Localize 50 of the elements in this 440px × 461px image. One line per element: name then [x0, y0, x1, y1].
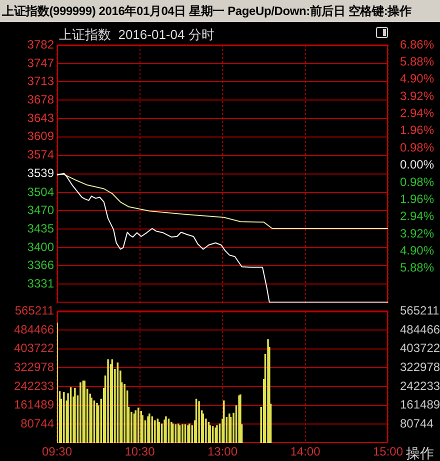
y-tick-label: 484466: [14, 322, 54, 336]
y2-tick-label: 0.98%: [400, 174, 434, 189]
y-tick-label: 3574: [27, 148, 54, 162]
y2-tick-label: 2.94%: [400, 106, 434, 120]
y2-tick-label: 4.90%: [400, 244, 434, 258]
y2-tick-label: 1.96%: [400, 192, 434, 206]
text: 操作: [406, 445, 434, 461]
y-tick-label: 3678: [27, 92, 54, 106]
y-tick-label: 3782: [27, 37, 54, 52]
y-tick-label: 242233: [14, 378, 54, 393]
y2-tick-label: 161489: [400, 398, 440, 412]
y2-tick-label: 0.98%: [400, 140, 434, 154]
y2-tick-label: 5.88%: [400, 54, 434, 68]
y-tick-label: 3539: [27, 166, 54, 180]
y-tick-label: 565211: [14, 304, 54, 318]
y-tick-label: 161489: [14, 398, 54, 412]
y2-tick-label: 484466: [400, 322, 440, 336]
y2-tick-label: 403722: [400, 341, 440, 356]
x-tick-label: 10:30: [124, 444, 156, 459]
y2-tick-label: 3.92%: [400, 226, 434, 240]
y-tick-label: 80744: [20, 416, 54, 430]
chart-title: 上证指数(999999) 2016年01月04日 星期一 PageUp/Down:前后日 空格键:操作: [0, 0, 440, 22]
y2-tick-label: 322978: [400, 360, 440, 374]
y-tick-label: 3435: [27, 221, 54, 236]
y-tick-label: 3643: [27, 111, 54, 126]
y2-tick-label: 80744: [400, 416, 434, 430]
y-tick-label: 3747: [27, 56, 54, 70]
y2-tick-label: 6.86%: [400, 37, 434, 52]
y-tick-label: 3331: [27, 276, 54, 291]
y-tick-label: 3470: [27, 202, 54, 217]
y2-tick-label: 5.88%: [400, 260, 434, 275]
x-tick-label: 14:00: [290, 444, 321, 459]
y2-tick-label: 1.96%: [400, 123, 434, 138]
y-tick-label: 3400: [27, 240, 54, 254]
x-tick-label: 15:00: [372, 444, 404, 459]
y-tick-label: 403722: [14, 341, 54, 356]
y2-tick-label: 0.00%: [400, 158, 434, 172]
y-tick-label: 322978: [14, 360, 54, 374]
x-tick-label: 13:00: [207, 444, 238, 459]
y2-tick-label: 4.90%: [400, 72, 434, 86]
x-tick-label: 09:30: [42, 444, 72, 459]
y2-tick-label: 565211: [400, 304, 440, 318]
y2-tick-label: 2.94%: [400, 209, 434, 224]
y2-tick-label: 242233: [400, 378, 440, 393]
y-tick-label: 3713: [27, 74, 54, 88]
y-tick-label: 3366: [27, 258, 54, 272]
y-tick-label: 3504: [27, 184, 54, 199]
y2-tick-label: 3.92%: [400, 88, 434, 103]
chart-subtitle: 上证指数 2016-01-04 分时: [59, 27, 214, 42]
y-tick-label: 3609: [27, 129, 54, 144]
